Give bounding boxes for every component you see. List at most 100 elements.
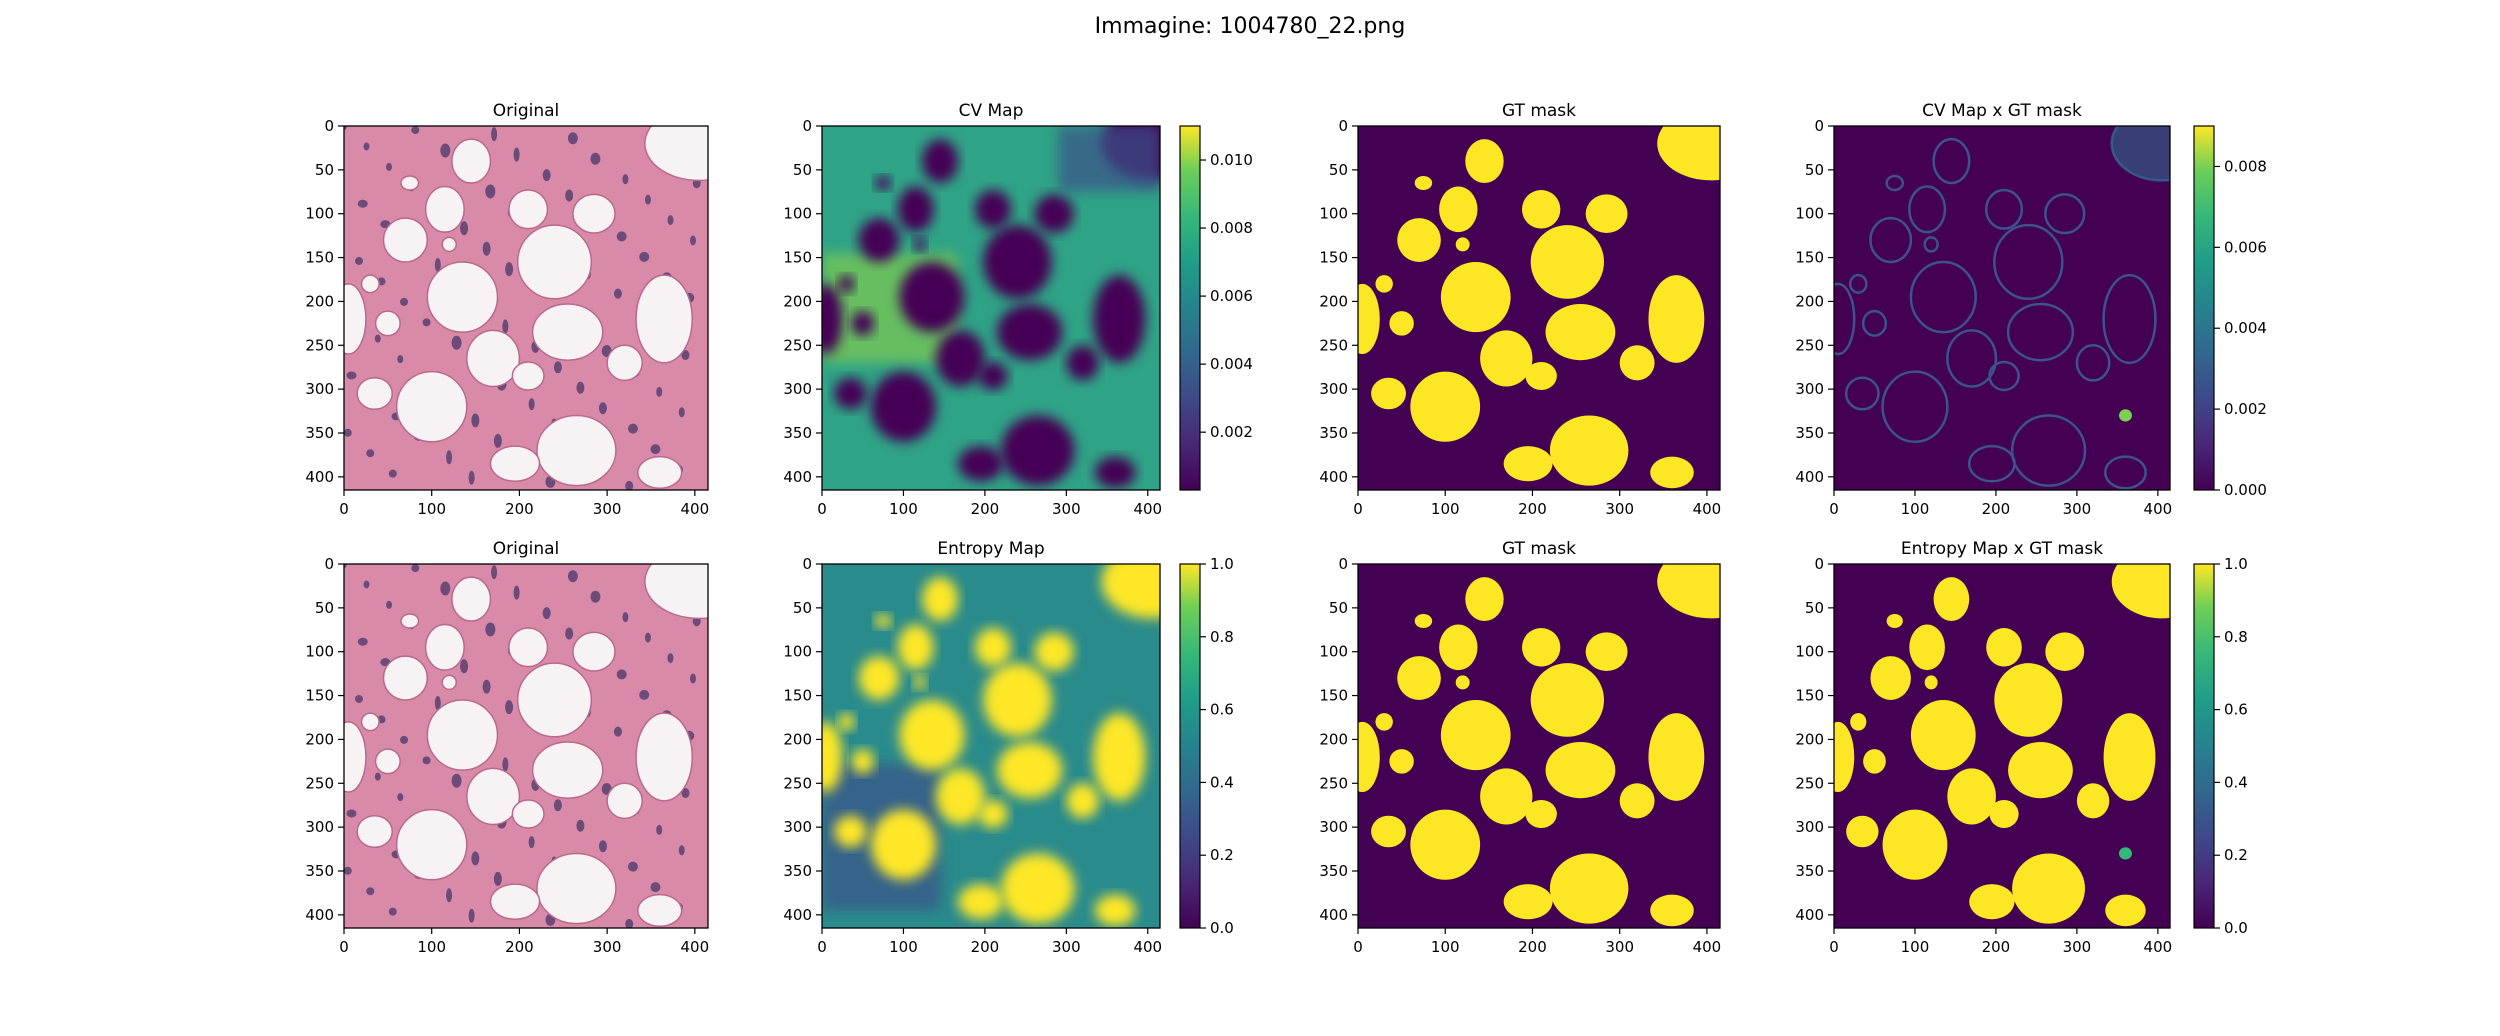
nucleus-mark xyxy=(613,288,622,299)
y-tick-label: 50 xyxy=(1805,161,1824,179)
region-mark xyxy=(1375,275,1393,293)
axes-frame xyxy=(1833,125,2171,491)
region-mark xyxy=(897,186,934,233)
y-tick-label: 100 xyxy=(1795,643,1824,661)
nucleus-mark xyxy=(471,413,480,428)
region-mark xyxy=(644,126,708,182)
region-mark xyxy=(1850,713,1867,731)
region-mark xyxy=(2103,455,2147,490)
nucleus-mark xyxy=(451,335,462,350)
region-mark xyxy=(2103,713,2156,801)
nucleus-mark xyxy=(422,318,431,327)
region-mark xyxy=(897,624,934,671)
nucleus-mark xyxy=(482,679,491,694)
region-mark xyxy=(2111,126,2170,181)
region-mark xyxy=(1834,282,1856,356)
nucleus-mark xyxy=(344,126,347,130)
y-tick-label: 350 xyxy=(1795,862,1824,880)
region-mark xyxy=(1923,236,1939,253)
region-mark xyxy=(400,613,420,629)
region-mark xyxy=(426,261,499,333)
region-mark xyxy=(1657,126,1720,181)
region-mark xyxy=(1619,783,1655,819)
panel-title: Original xyxy=(493,101,560,121)
nucleus-mark xyxy=(482,241,491,256)
nucleus-mark xyxy=(363,142,370,151)
y-tick-label: 0 xyxy=(802,555,812,573)
region-mark xyxy=(1863,749,1886,774)
colorbar: 0.0 0.2 0.4 0.6 0.8 1.0 xyxy=(2193,555,2248,937)
nucleus-mark xyxy=(471,851,480,866)
y-tick-label: 50 xyxy=(1805,599,1824,617)
region-mark xyxy=(1994,663,2063,737)
region-mark xyxy=(536,852,617,925)
nucleus-mark xyxy=(411,564,420,573)
region-mark xyxy=(508,189,549,230)
region-mark xyxy=(1503,446,1553,482)
region-mark xyxy=(1480,768,1533,825)
colorbar-tick-label: 0.006 xyxy=(1210,287,1253,305)
region-mark xyxy=(858,656,900,700)
y-tick-label: 300 xyxy=(305,380,334,398)
region-mark xyxy=(1993,223,2064,301)
y-tick-label: 100 xyxy=(1319,643,1348,661)
region-mark xyxy=(395,808,468,881)
y-tick-label: 150 xyxy=(1319,687,1348,705)
x-tick-label: 400 xyxy=(1133,500,1162,518)
x-tick-label: 400 xyxy=(1693,500,1722,518)
nucleus-mark xyxy=(681,788,690,799)
nucleus-mark xyxy=(363,580,370,589)
region-mark xyxy=(1545,742,1616,799)
nucleus-mark xyxy=(357,637,368,646)
region-mark xyxy=(426,699,499,771)
x-tick-label: 300 xyxy=(2063,938,2092,956)
region-mark xyxy=(936,330,985,387)
y-tick-label: 250 xyxy=(783,336,812,354)
region-mark xyxy=(635,274,693,364)
y-tick-label: 300 xyxy=(1319,818,1348,836)
region-mark xyxy=(466,767,521,826)
panel-image xyxy=(822,564,1160,928)
region-mark xyxy=(2105,894,2146,927)
panel-title: GT mask xyxy=(1502,539,1576,559)
nucleus-mark xyxy=(513,585,520,600)
y-tick-label: 100 xyxy=(1319,205,1348,223)
region-mark xyxy=(936,768,985,825)
panel-title: GT mask xyxy=(1502,101,1576,121)
y-tick-label: 50 xyxy=(315,599,334,617)
region-mark xyxy=(834,377,867,410)
x-tick-label: 0 xyxy=(339,500,349,518)
region-mark xyxy=(1525,799,1557,829)
x-tick-label: 200 xyxy=(1982,938,2011,956)
x-tick-label: 300 xyxy=(1052,500,1081,518)
y-tick-label: 150 xyxy=(1795,687,1824,705)
region-mark xyxy=(382,655,429,701)
region-mark xyxy=(1549,853,1629,924)
nucleus-mark xyxy=(689,673,696,684)
region-mark xyxy=(451,138,492,184)
nucleus-mark xyxy=(355,694,364,703)
y-tick-label: 0 xyxy=(1814,117,1824,135)
nucleus-mark xyxy=(388,907,397,916)
region-mark xyxy=(489,445,541,482)
region-mark xyxy=(1882,809,1948,880)
region-mark xyxy=(1034,632,1074,672)
region-mark xyxy=(516,224,593,300)
nucleus-mark xyxy=(542,607,551,620)
nucleus-mark xyxy=(598,402,607,415)
x-tick-label: 0 xyxy=(1829,500,1839,518)
y-tick-label: 50 xyxy=(315,161,334,179)
nucleus-mark xyxy=(590,590,601,603)
nucleus-mark xyxy=(650,882,661,893)
x-tick-label: 400 xyxy=(1693,938,1722,956)
region-mark xyxy=(1885,174,1905,192)
region-mark xyxy=(1988,360,2020,392)
nucleus-mark xyxy=(485,184,496,199)
region-mark xyxy=(1439,624,1478,671)
region-mark xyxy=(635,712,693,802)
region-mark xyxy=(400,175,420,191)
region-mark xyxy=(424,623,465,671)
y-tick-label: 350 xyxy=(1319,424,1348,442)
nucleus-mark xyxy=(565,189,574,202)
nucleus-mark xyxy=(493,871,502,886)
